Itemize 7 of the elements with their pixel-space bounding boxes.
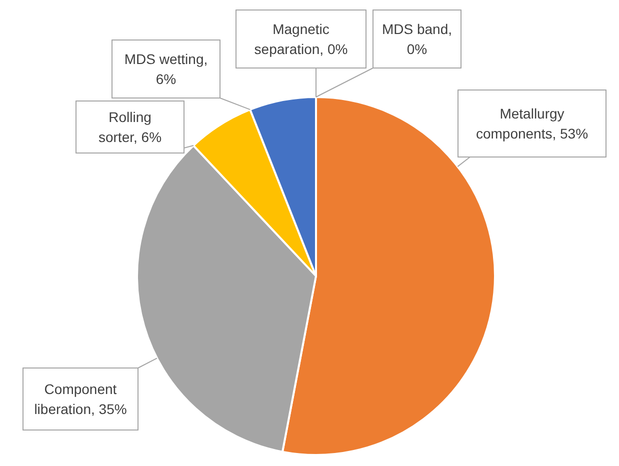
slice-label: Component liberation, 35% [34,381,127,417]
slice-label: Metallurgy components, 53% [476,106,588,142]
category-label: Magnetic separation, 0% [254,21,348,57]
slice-label: MDS wetting, 6% [124,51,208,87]
category-label: MDS band, [382,21,452,37]
text: 0% [406,41,428,57]
slice-label: Rolling sorter, 6% [98,109,162,145]
